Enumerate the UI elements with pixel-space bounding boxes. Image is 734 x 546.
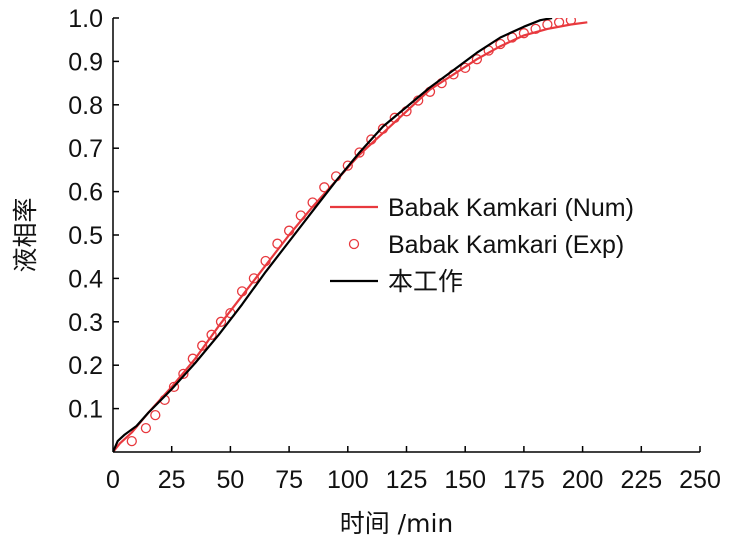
y-tick-label: 0.4 — [68, 265, 103, 293]
data-point — [283, 225, 295, 236]
legend-label: Babak Kamkari (Num) — [388, 194, 634, 222]
data-point — [460, 62, 471, 74]
legend-swatch-marker — [348, 238, 360, 250]
legend-label: Babak Kamkari (Exp) — [388, 231, 624, 259]
data-point — [377, 123, 389, 134]
data-point — [495, 38, 506, 50]
data-point — [248, 273, 260, 284]
data-point — [530, 23, 541, 35]
data-point — [366, 134, 377, 145]
y-tick-label: 0.8 — [68, 92, 103, 120]
data-point — [197, 340, 208, 351]
data-point — [236, 286, 248, 297]
x-tick-label: 100 — [327, 466, 369, 494]
x-tick-label: 200 — [562, 466, 604, 494]
x-tick-label: 0 — [106, 466, 120, 494]
y-tick-label: 0.2 — [68, 352, 103, 380]
x-tick-label: 250 — [679, 466, 721, 494]
x-tick-label: 50 — [216, 466, 244, 494]
data-point — [206, 329, 217, 340]
data-point — [319, 182, 330, 193]
data-point — [542, 19, 553, 30]
y-tick-label: 0.6 — [68, 179, 103, 207]
y-axis-ticks: 0.1 0.2 0.3 0.4 0.5 0.6 0.7 0.8 0.9 1.0 — [68, 5, 119, 424]
data-point — [150, 409, 161, 421]
data-point — [565, 18, 577, 26]
x-tick-label: 225 — [620, 466, 662, 494]
data-point — [215, 316, 227, 327]
plot-area — [113, 18, 588, 452]
data-point — [187, 353, 198, 364]
data-point — [178, 368, 189, 380]
series-line-2 — [113, 18, 553, 452]
y-axis-title: 液相率 — [11, 197, 40, 272]
data-point — [307, 197, 318, 208]
data-point — [518, 28, 530, 39]
data-point — [342, 160, 353, 171]
legend: Babak Kamkari (Num) Babak Kamkari (Exp) 本工… — [330, 194, 634, 296]
x-axis-ticks: 0 25 50 75 100 125 150 175 200 225 250 — [106, 446, 721, 494]
x-tick-label: 175 — [503, 466, 545, 494]
data-point — [168, 381, 180, 393]
y-tick-label: 0.7 — [68, 135, 103, 163]
data-point — [389, 112, 400, 123]
x-tick-label: 75 — [275, 466, 303, 494]
data-point — [272, 238, 283, 249]
data-point — [126, 435, 137, 447]
x-tick-label: 150 — [444, 466, 486, 494]
data-point — [354, 147, 365, 158]
y-tick-label: 0.1 — [68, 396, 103, 424]
data-point — [471, 54, 483, 65]
x-tick-label: 25 — [158, 466, 186, 494]
y-tick-label: 0.3 — [68, 309, 103, 337]
data-point — [140, 422, 152, 434]
y-tick-label: 0.9 — [68, 48, 103, 76]
x-axis-title: 时间 /min — [340, 509, 454, 538]
y-tick-label: 1.0 — [68, 5, 103, 33]
data-point — [260, 255, 271, 267]
data-point — [553, 18, 565, 28]
legend-label: 本工作 — [388, 268, 463, 296]
x-tick-label: 125 — [386, 466, 428, 494]
y-tick-label: 0.5 — [68, 222, 103, 250]
data-point — [295, 210, 306, 221]
